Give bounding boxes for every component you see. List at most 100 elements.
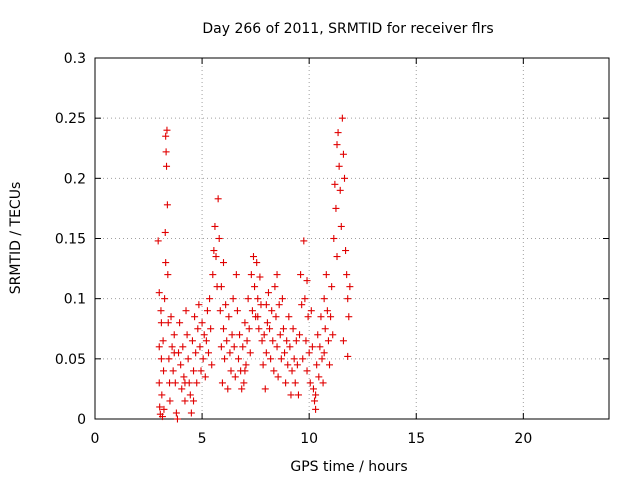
data-point xyxy=(181,379,189,387)
data-point xyxy=(164,319,172,327)
data-point xyxy=(339,150,347,158)
data-point xyxy=(166,397,174,405)
data-point xyxy=(275,301,283,309)
data-point xyxy=(327,313,335,321)
grid xyxy=(95,58,609,419)
data-point xyxy=(305,349,313,357)
data-point xyxy=(253,259,261,267)
data-point xyxy=(183,331,191,339)
data-point xyxy=(342,247,350,255)
data-point xyxy=(246,349,254,357)
data-point xyxy=(161,295,169,303)
data-point xyxy=(259,361,267,369)
data-point xyxy=(321,325,329,333)
data-point xyxy=(163,162,171,170)
data-point xyxy=(247,271,255,279)
data-point xyxy=(316,343,324,351)
chart-title: Day 266 of 2011, SRMTID for receiver flr… xyxy=(202,21,493,37)
x-tick-label: 15 xyxy=(407,431,425,447)
y-tick-label: 0.3 xyxy=(64,51,86,67)
x-tick-label: 20 xyxy=(514,431,532,447)
y-tick-label: 0 xyxy=(77,412,86,428)
data-point xyxy=(300,237,308,245)
data-point xyxy=(270,367,278,375)
data-point xyxy=(162,259,170,267)
data-point xyxy=(278,295,286,303)
data-point xyxy=(158,413,166,421)
data-point xyxy=(313,361,321,369)
data-point xyxy=(222,301,230,309)
data-point xyxy=(281,349,289,357)
data-point xyxy=(341,174,349,182)
data-point xyxy=(264,289,272,297)
data-point xyxy=(245,325,253,333)
data-point xyxy=(319,379,327,387)
data-point xyxy=(155,379,163,387)
data-point xyxy=(292,337,300,345)
data-point xyxy=(346,283,354,291)
data-point xyxy=(170,349,178,357)
data-point xyxy=(339,337,347,345)
data-point xyxy=(336,186,344,194)
data-point xyxy=(220,259,227,267)
data-point xyxy=(298,301,306,309)
data-point xyxy=(208,361,216,369)
data-point xyxy=(244,295,252,303)
data-point xyxy=(262,301,270,309)
data-point xyxy=(194,325,202,333)
data-point xyxy=(217,343,225,351)
data-point xyxy=(326,361,334,369)
data-point xyxy=(308,343,316,351)
data-point xyxy=(159,337,167,345)
data-point xyxy=(155,289,163,297)
data-point xyxy=(225,313,233,321)
data-point xyxy=(320,295,328,303)
x-axis-label: GPS time / hours xyxy=(290,459,407,475)
data-point xyxy=(260,331,268,339)
data-point xyxy=(184,355,192,363)
data-point xyxy=(338,114,346,122)
data-point xyxy=(165,355,173,363)
data-point xyxy=(334,129,342,137)
data-point xyxy=(293,361,301,369)
data-point xyxy=(344,352,352,360)
data-point xyxy=(224,385,232,393)
data-point xyxy=(333,141,341,149)
data-point xyxy=(306,379,314,387)
data-point xyxy=(167,313,175,321)
data-point xyxy=(303,367,311,375)
data-point xyxy=(163,201,171,209)
data-point xyxy=(282,379,290,387)
data-point xyxy=(202,337,210,345)
data-point xyxy=(169,367,177,375)
data-point xyxy=(318,355,326,363)
data-point xyxy=(317,313,325,321)
data-point xyxy=(312,391,320,399)
data-point xyxy=(315,373,323,381)
data-point xyxy=(335,162,343,170)
data-point xyxy=(272,313,280,321)
data-point xyxy=(221,355,229,363)
x-tick-label: 0 xyxy=(91,431,100,447)
data-point xyxy=(249,253,257,261)
data-point xyxy=(206,295,214,303)
data-point xyxy=(254,295,262,303)
data-point xyxy=(197,367,205,375)
data-point xyxy=(158,391,166,399)
data-point xyxy=(261,385,269,393)
data-point xyxy=(345,313,353,321)
y-tick-label: 0.15 xyxy=(55,232,86,248)
data-point xyxy=(192,349,200,357)
data-point xyxy=(233,307,241,315)
data-point xyxy=(287,391,295,399)
data-point xyxy=(186,391,194,399)
data-point xyxy=(229,295,237,303)
data-point xyxy=(251,283,259,291)
data-point xyxy=(286,343,294,351)
data-point xyxy=(216,307,224,315)
data-point xyxy=(273,271,281,279)
data-point xyxy=(195,301,203,309)
data-point xyxy=(200,331,208,339)
data-point xyxy=(217,283,225,291)
data-point xyxy=(199,355,207,363)
